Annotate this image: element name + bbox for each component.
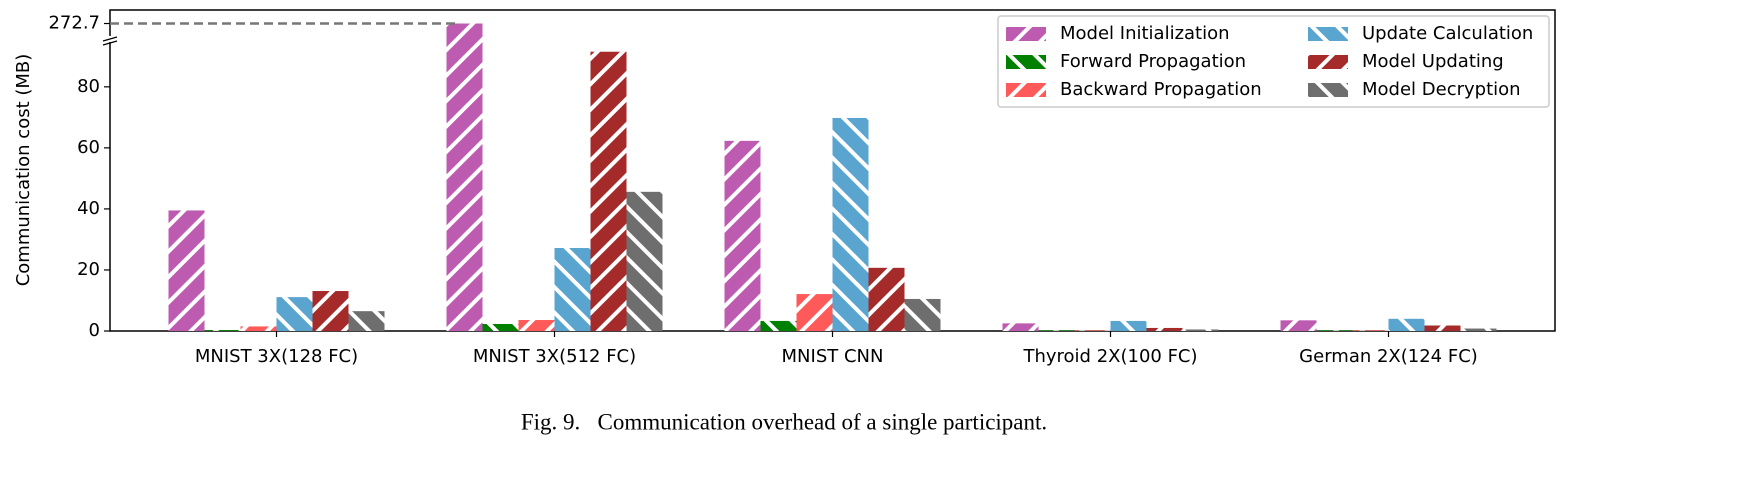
- bar: [724, 140, 761, 331]
- legend-swatch: [1006, 55, 1046, 69]
- bar: [348, 311, 385, 331]
- legend-label: Forward Propagation: [1060, 51, 1246, 72]
- y-axis-label: Communication cost (MB): [13, 54, 34, 287]
- bar: [904, 298, 941, 331]
- y-tick-label: 60: [77, 137, 100, 158]
- y-tick-label: 272.7: [48, 13, 100, 34]
- legend-box: [997, 15, 1550, 108]
- bar: [1182, 329, 1219, 331]
- bar: [204, 330, 241, 331]
- legend-label: Update Calculation: [1362, 23, 1533, 44]
- bar: [1352, 330, 1389, 331]
- legend-label: Model Initialization: [1060, 23, 1230, 44]
- bar: [240, 326, 277, 331]
- bar: [312, 291, 349, 331]
- bar: [1280, 320, 1317, 331]
- y-tick-label: 80: [77, 76, 100, 97]
- bar: [1424, 325, 1461, 331]
- bar: [1146, 327, 1183, 331]
- bar: [760, 320, 797, 331]
- legend-swatch: [1006, 27, 1046, 41]
- bar: [554, 247, 591, 331]
- legend-label: Backward Propagation: [1060, 79, 1262, 100]
- bar: [446, 23, 483, 332]
- y-tick-label: 40: [77, 198, 100, 219]
- x-tick-label: Thyroid 2X(100 FC): [1022, 346, 1197, 367]
- bar: [1074, 330, 1111, 331]
- y-tick-label: 20: [77, 259, 100, 280]
- bar: [796, 294, 833, 331]
- x-tick-label: German 2X(124 FC): [1299, 346, 1478, 367]
- bar: [1316, 330, 1353, 331]
- bar: [832, 117, 869, 331]
- bar: [276, 297, 313, 331]
- legend-swatch: [1006, 83, 1046, 97]
- legend-label: Model Updating: [1362, 51, 1504, 72]
- caption: Fig. 9. Communication overhead of a sing…: [521, 409, 1047, 434]
- bar: [1460, 328, 1497, 331]
- y-tick-label: 0: [89, 320, 100, 341]
- bar: [626, 191, 663, 331]
- legend-swatch: [1308, 27, 1348, 41]
- bar: [518, 320, 555, 331]
- bar: [868, 267, 905, 331]
- bar: [1002, 323, 1039, 331]
- bar: [1038, 330, 1075, 331]
- bar: [1110, 320, 1147, 331]
- legend-swatch: [1308, 55, 1348, 69]
- x-tick-label: MNIST CNN: [782, 346, 884, 367]
- x-tick-label: MNIST 3X(512 FC): [473, 346, 636, 367]
- axis-break-mark: [102, 40, 118, 46]
- bar: [1388, 318, 1425, 331]
- axis-break-mark: [102, 36, 118, 42]
- bar: [590, 51, 627, 331]
- bar: [482, 323, 519, 331]
- legend-swatch: [1308, 83, 1348, 97]
- x-tick-label: MNIST 3X(128 FC): [195, 346, 358, 367]
- bar: [168, 210, 205, 331]
- legend-label: Model Decryption: [1362, 79, 1521, 100]
